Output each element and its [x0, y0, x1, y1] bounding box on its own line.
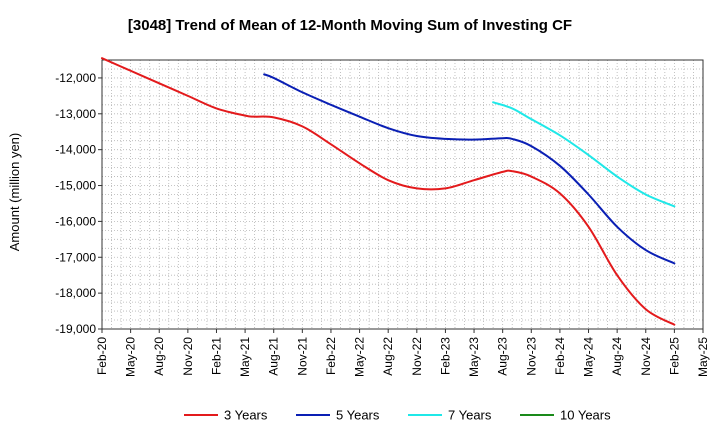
y-tick-label: -15,000: [55, 179, 96, 193]
y-tick-label: -16,000: [55, 214, 96, 228]
x-tick-label: Feb-25: [667, 337, 681, 375]
legend-label-3-years: 3 Years: [224, 408, 268, 423]
x-tick-label: Feb-23: [438, 337, 452, 375]
legend-label-10-years: 10 Years: [560, 408, 611, 423]
y-tick-label: -18,000: [55, 286, 96, 300]
x-tick-label: Nov-20: [181, 337, 195, 376]
x-tick-label: May-23: [467, 337, 481, 377]
x-tick-label: May-25: [696, 337, 710, 377]
chart-title: [3048] Trend of Mean of 12-Month Moving …: [128, 17, 572, 34]
x-tick-label: Feb-22: [324, 337, 338, 375]
x-tick-label: Aug-24: [610, 337, 624, 376]
y-axis-label: Amount (million yen): [7, 133, 22, 252]
x-tick-label: Aug-20: [152, 337, 166, 376]
x-tick-label: Nov-21: [295, 337, 309, 376]
y-tick-label: -13,000: [55, 107, 96, 121]
y-tick-label: -19,000: [55, 322, 96, 336]
x-tick-label: Aug-23: [496, 337, 510, 376]
x-tick-label: Aug-22: [381, 337, 395, 376]
x-tick-label: Feb-21: [209, 337, 223, 375]
x-tick-label: May-22: [353, 337, 367, 377]
grid: [101, 59, 704, 330]
series-line-5-years: [263, 73, 676, 265]
x-tick-label: May-20: [124, 337, 138, 377]
legend-label-7-years: 7 Years: [448, 408, 492, 423]
x-tick-label: May-24: [582, 337, 596, 377]
x-tick-label: May-21: [238, 337, 252, 377]
legend: 3 Years 5 Years 7 Years 10 Years: [184, 408, 611, 423]
x-tick-label: Feb-20: [95, 337, 109, 375]
plot-area-frame: [101, 59, 704, 330]
axes: -12,000 -13,000 -14,000 -15,000 -16,000 -17,0…: [55, 59, 710, 377]
y-tick-label: -12,000: [55, 71, 96, 85]
x-tick-label: Feb-24: [553, 337, 567, 375]
series-lines: [101, 57, 676, 326]
series-line-3-years: [101, 57, 676, 326]
legend-label-5-years: 5 Years: [336, 408, 380, 423]
x-tick-label: Nov-23: [524, 337, 538, 376]
series-line-7-years: [492, 101, 676, 208]
y-tick-label: -14,000: [55, 143, 96, 157]
x-tick-label: Aug-21: [267, 337, 281, 376]
x-tick-label: Nov-22: [410, 337, 424, 376]
x-tick-label: Nov-24: [639, 337, 653, 376]
y-tick-label: -17,000: [55, 250, 96, 264]
